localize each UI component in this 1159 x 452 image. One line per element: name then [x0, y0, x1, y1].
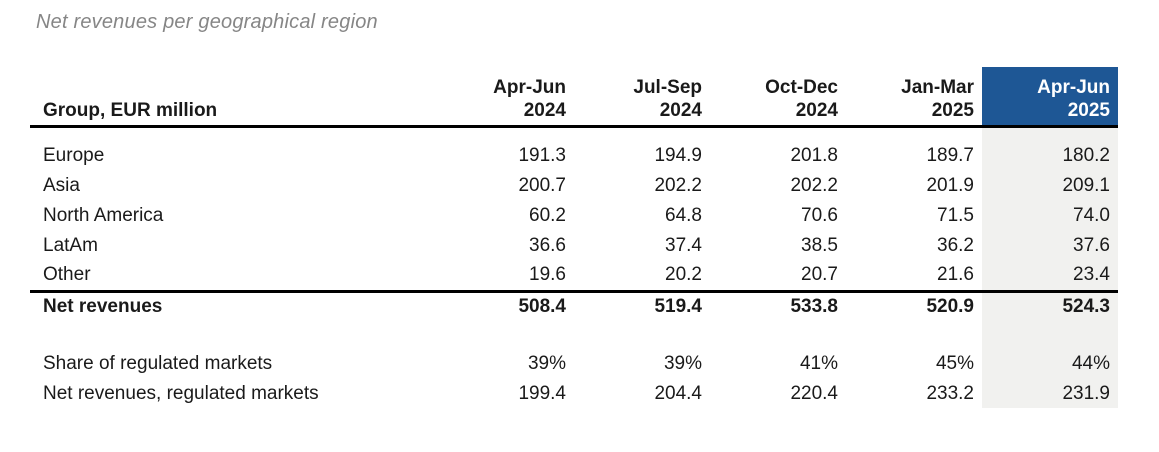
value-cell: 37.4 [665, 235, 702, 256]
column-header-apr-jun-2024: Apr-Jun 2024 [438, 67, 574, 126]
spacer-cell-highlight [982, 322, 1118, 349]
period-label: Oct-Dec [765, 76, 838, 98]
value-cell: 45% [935, 353, 974, 374]
value-cell: 60.2 [529, 205, 566, 226]
value-cell: 233.2 [926, 382, 974, 404]
value-cell: 520.9 [926, 296, 974, 318]
value-cell: 508.4 [518, 296, 566, 318]
column-header-oct-dec-2024: Oct-Dec 2024 [710, 67, 846, 126]
period-label: Apr-Jun [493, 76, 566, 98]
value-cell: 202.2 [790, 175, 838, 196]
row-label: Net revenues [43, 296, 163, 318]
value-cell: 71.5 [937, 205, 974, 226]
year-label: 2025 [1067, 99, 1110, 121]
year-label: 2025 [931, 99, 974, 121]
value-cell: 201.9 [926, 175, 974, 196]
value-cell: 20.7 [801, 264, 838, 286]
value-cell: 36.6 [529, 235, 566, 256]
row-label: Asia [43, 175, 80, 196]
table-row-share-regulated-markets: Share of regulated markets 39% 39% 41% 4… [30, 349, 1118, 379]
value-cell-highlight: 524.3 [982, 291, 1118, 322]
value-cell: 39% [663, 353, 702, 374]
value-cell: 519.4 [654, 296, 702, 318]
value-cell-highlight: 180.2 [982, 141, 1118, 171]
value-cell-highlight: 231.9 [982, 379, 1118, 408]
value-cell: 202.2 [654, 175, 702, 196]
value-cell: 70.6 [801, 205, 838, 226]
value-cell: 20.2 [665, 264, 702, 286]
value-cell-highlight: 44% [982, 349, 1118, 379]
table-row-other: Other 19.6 20.2 20.7 21.6 23.4 [30, 261, 1118, 291]
table-row-latam: LatAm 36.6 37.4 38.5 36.2 37.6 [30, 231, 1118, 261]
year-label: 2024 [659, 99, 702, 121]
year-label: 2024 [523, 99, 566, 121]
row-label: LatAm [43, 235, 98, 256]
period-label: Jan-Mar [901, 76, 974, 98]
value-cell-highlight: 37.6 [982, 231, 1118, 261]
value-cell: 21.6 [937, 264, 974, 286]
value-cell-highlight: 209.1 [982, 171, 1118, 201]
value-cell: 533.8 [790, 296, 838, 318]
value-cell: 41% [799, 353, 838, 374]
year-label: 2024 [795, 99, 838, 121]
table-row-net-revenues-regulated-markets: Net revenues, regulated markets 199.4 20… [30, 379, 1118, 408]
row-label: Europe [43, 145, 105, 166]
value-cell: 220.4 [790, 382, 838, 404]
value-cell: 38.5 [801, 235, 838, 256]
period-label: Jul-Sep [633, 76, 702, 98]
value-cell: 199.4 [518, 382, 566, 404]
table-title: Net revenues per geographical region [36, 11, 378, 33]
value-cell: 64.8 [665, 205, 702, 226]
value-cell: 204.4 [654, 382, 702, 404]
value-cell-highlight: 23.4 [982, 261, 1118, 291]
value-cell: 201.8 [790, 145, 838, 166]
value-cell: 200.7 [518, 175, 566, 196]
row-label: Other [43, 264, 91, 286]
column-header-jan-mar-2025: Jan-Mar 2025 [846, 67, 982, 126]
spacer-cell [30, 126, 982, 141]
table-row-europe: Europe 191.3 194.9 201.8 189.7 180.2 [30, 141, 1118, 171]
value-cell-highlight: 74.0 [982, 201, 1118, 231]
spacer-row [30, 322, 1118, 349]
column-header-apr-jun-2025-highlighted: Apr-Jun 2025 [982, 67, 1118, 126]
value-cell: 191.3 [518, 145, 566, 166]
spacer-cell [30, 322, 982, 349]
value-cell: 194.9 [654, 145, 702, 166]
row-label: North America [43, 205, 164, 226]
table-row-net-revenues-total: Net revenues 508.4 519.4 533.8 520.9 524… [30, 291, 1118, 322]
value-cell: 189.7 [926, 145, 974, 166]
spacer-cell-highlight [982, 126, 1118, 141]
row-label: Share of regulated markets [43, 353, 273, 374]
net-revenues-table: Group, EUR million Apr-Jun 2024 Jul-Sep … [30, 67, 1118, 408]
period-label: Apr-Jun [1037, 76, 1110, 98]
header-row: Group, EUR million Apr-Jun 2024 Jul-Sep … [30, 67, 1118, 126]
spacer-row [30, 126, 1118, 141]
table-row-asia: Asia 200.7 202.2 202.2 201.9 209.1 [30, 171, 1118, 201]
value-cell: 19.6 [529, 264, 566, 286]
value-cell: 39% [527, 353, 566, 374]
corner-header: Group, EUR million [43, 99, 218, 121]
column-header-jul-sep-2024: Jul-Sep 2024 [574, 67, 710, 126]
row-label: Net revenues, regulated markets [43, 382, 319, 404]
table-row-north-america: North America 60.2 64.8 70.6 71.5 74.0 [30, 201, 1118, 231]
value-cell: 36.2 [937, 235, 974, 256]
